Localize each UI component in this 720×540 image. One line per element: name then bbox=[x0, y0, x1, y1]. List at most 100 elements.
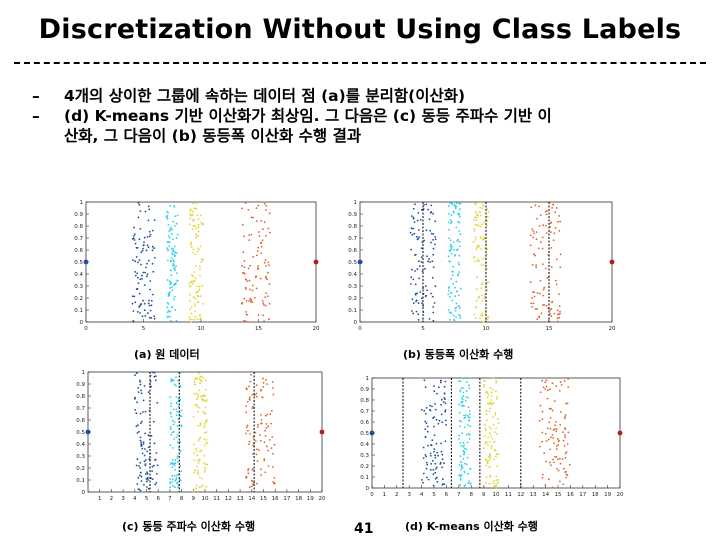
data-point bbox=[169, 405, 172, 407]
data-point bbox=[170, 286, 173, 288]
data-point bbox=[202, 303, 204, 305]
data-point bbox=[411, 233, 414, 236]
data-point bbox=[194, 253, 197, 256]
data-point bbox=[463, 417, 466, 420]
data-point bbox=[559, 220, 562, 223]
data-point bbox=[497, 422, 500, 425]
data-point bbox=[562, 483, 565, 486]
data-point bbox=[560, 384, 563, 386]
data-point bbox=[169, 205, 172, 207]
data-point bbox=[542, 294, 545, 297]
data-point bbox=[543, 452, 546, 455]
data-point bbox=[173, 298, 175, 301]
data-point bbox=[452, 211, 455, 214]
data-point bbox=[549, 308, 552, 311]
data-point bbox=[201, 223, 204, 226]
data-point bbox=[260, 245, 263, 248]
data-point bbox=[194, 224, 197, 227]
data-point bbox=[563, 467, 565, 470]
data-point bbox=[196, 294, 199, 297]
data-point bbox=[469, 467, 472, 470]
data-point bbox=[188, 316, 191, 319]
data-point bbox=[148, 230, 151, 233]
data-point bbox=[262, 382, 265, 384]
data-point bbox=[134, 233, 136, 235]
data-point bbox=[413, 221, 416, 223]
x-tick-label: 10 bbox=[198, 326, 205, 332]
data-point bbox=[138, 465, 140, 467]
data-point bbox=[155, 482, 158, 484]
data-point bbox=[557, 220, 559, 223]
data-point bbox=[494, 413, 497, 416]
data-point bbox=[139, 303, 142, 306]
data-point bbox=[134, 242, 137, 245]
x-tick-label: 1 bbox=[383, 492, 387, 498]
data-point bbox=[248, 398, 251, 400]
data-point bbox=[497, 479, 499, 481]
data-point bbox=[458, 307, 461, 310]
data-point bbox=[417, 302, 420, 304]
data-point bbox=[433, 434, 436, 436]
data-point bbox=[466, 441, 469, 444]
data-point bbox=[449, 243, 452, 246]
data-point bbox=[488, 426, 491, 428]
data-point bbox=[458, 254, 460, 257]
data-point bbox=[557, 320, 559, 323]
data-point bbox=[412, 302, 415, 305]
data-point bbox=[247, 429, 249, 432]
x-tick-label: 10 bbox=[493, 492, 500, 498]
data-point bbox=[496, 418, 499, 420]
data-point bbox=[554, 421, 557, 423]
data-point bbox=[145, 478, 148, 480]
data-point bbox=[556, 309, 559, 312]
data-point bbox=[425, 422, 428, 424]
data-point bbox=[140, 445, 143, 447]
x-tick-label: 20 bbox=[319, 496, 326, 502]
data-point bbox=[149, 309, 152, 312]
data-point bbox=[431, 439, 434, 442]
data-point bbox=[432, 266, 435, 269]
data-point bbox=[139, 436, 142, 439]
data-point bbox=[257, 246, 260, 249]
data-point bbox=[448, 212, 450, 215]
data-point bbox=[144, 459, 147, 461]
data-point bbox=[563, 417, 566, 420]
data-point bbox=[174, 462, 177, 465]
slide-title: Discretization Without Using Class Label… bbox=[38, 14, 682, 45]
data-point bbox=[143, 236, 146, 239]
data-point bbox=[458, 434, 461, 437]
data-point bbox=[550, 266, 553, 268]
data-point bbox=[198, 314, 201, 317]
data-point bbox=[549, 448, 552, 451]
data-point bbox=[477, 214, 479, 217]
data-point bbox=[565, 476, 568, 479]
data-point bbox=[437, 454, 439, 457]
data-point bbox=[139, 467, 142, 469]
data-point bbox=[472, 241, 475, 243]
data-point bbox=[545, 385, 548, 388]
data-point bbox=[495, 380, 498, 383]
data-point bbox=[451, 299, 454, 302]
data-point bbox=[171, 431, 174, 434]
data-point bbox=[529, 244, 532, 247]
data-point bbox=[443, 392, 446, 395]
plot-frame bbox=[371, 377, 621, 489]
data-point bbox=[556, 317, 559, 320]
data-point bbox=[453, 248, 455, 251]
data-point bbox=[204, 395, 206, 397]
data-point bbox=[417, 229, 420, 231]
data-point bbox=[173, 430, 175, 433]
data-point bbox=[412, 312, 415, 315]
data-point bbox=[138, 259, 141, 261]
data-point bbox=[268, 439, 271, 441]
data-point bbox=[177, 379, 179, 382]
data-point bbox=[487, 394, 490, 396]
data-point bbox=[479, 317, 481, 320]
data-point bbox=[468, 480, 470, 482]
y-tick-label: 0.8 bbox=[348, 224, 357, 230]
data-point bbox=[441, 458, 444, 461]
y-tick-label: 0 bbox=[80, 320, 84, 326]
data-point bbox=[484, 482, 487, 484]
data-point bbox=[559, 480, 561, 483]
data-point bbox=[149, 280, 152, 282]
